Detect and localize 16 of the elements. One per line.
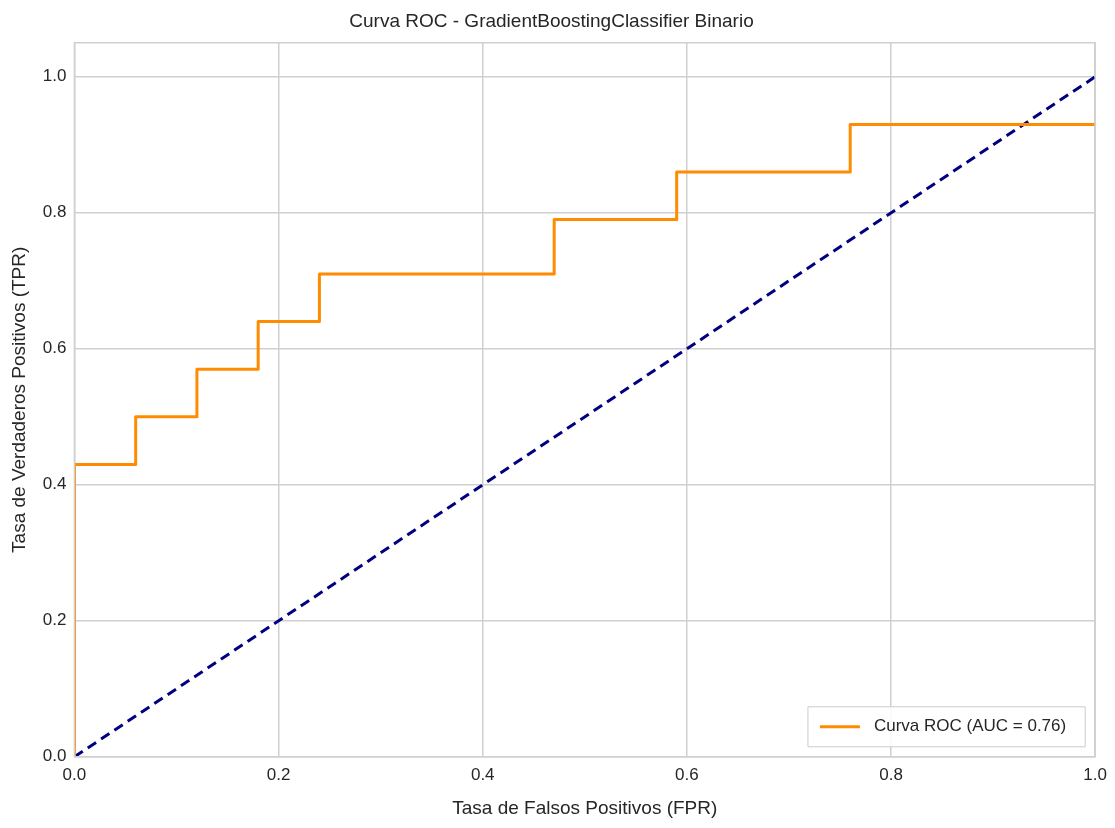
x-tick-label: 0.6 xyxy=(675,764,699,784)
y-tick-label: 0.0 xyxy=(42,746,67,766)
y-tick-label: 0.2 xyxy=(42,610,67,630)
x-tick-label: 0.8 xyxy=(879,764,903,784)
y-tick-label: 0.4 xyxy=(42,474,67,494)
x-axis-title: Tasa de Falsos Positivos (FPR) xyxy=(452,796,718,818)
legend-label: Curva ROC (AUC = 0.76) xyxy=(873,716,1067,736)
x-tick-label: 0.2 xyxy=(266,764,291,784)
y-tick-label: 1.0 xyxy=(42,66,67,86)
y-axis-title: Tasa de Verdaderos Positivos (TPR) xyxy=(7,246,29,553)
x-tick-label: 0.0 xyxy=(62,764,87,784)
x-tick-label: 0.4 xyxy=(470,764,495,784)
chart-title: Curva ROC - GradientBoostingClassifier Binario xyxy=(349,9,754,31)
y-tick-label: 0.6 xyxy=(42,338,67,358)
y-tick-label: 0.8 xyxy=(42,202,67,222)
x-tick-label: 1.0 xyxy=(1083,764,1107,784)
